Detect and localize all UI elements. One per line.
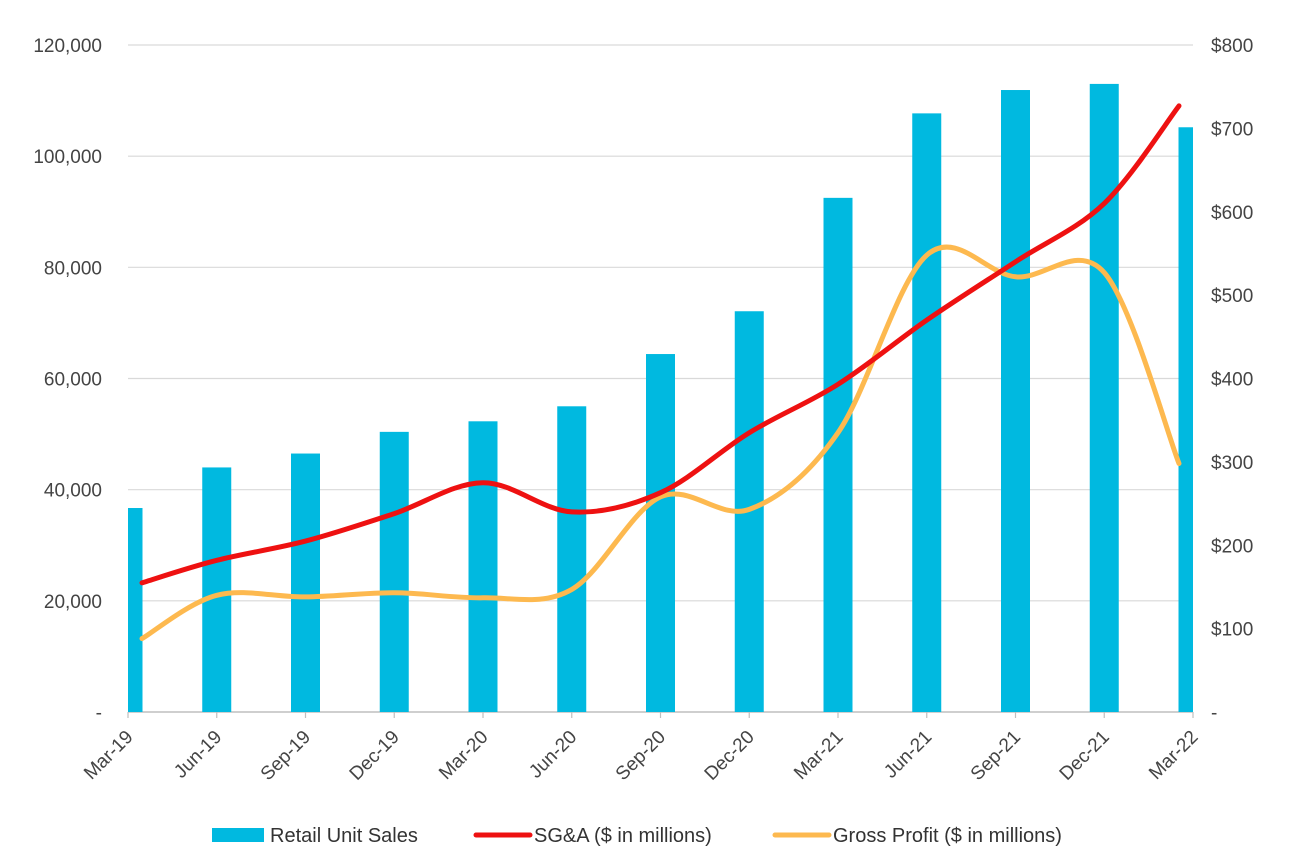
bar [823, 197, 853, 712]
right-axis-tick-label: $400 [1211, 370, 1253, 391]
x-axis-tick-label: Dec-20 [701, 727, 759, 785]
bar [912, 113, 942, 713]
left-axis-tick-label: 120,000 [33, 36, 102, 57]
right-axis-tick-label: $500 [1211, 286, 1253, 307]
x-axis-tick-label: Sep-21 [967, 727, 1025, 785]
gross-profit-line [139, 244, 1182, 642]
x-axis-tick-label: Jun-20 [525, 727, 581, 783]
x-axis-tick-label: Mar-22 [1145, 727, 1202, 784]
left-axis-tick-label: 80,000 [44, 258, 102, 279]
bar [468, 421, 498, 712]
left-axis-tick-label: 100,000 [33, 147, 102, 168]
legend: Retail Unit Sales SG&A ($ in millions) Gro… [212, 825, 1062, 847]
x-axis: Mar-19 Jun-19 Sep-19 Dec-19 Mar-20 Jun-20 Sep-… [80, 712, 1203, 785]
x-axis-tick-label: Jun-21 [880, 727, 936, 783]
left-axis-tick-label: - [96, 703, 102, 724]
x-axis-tick-label: Mar-21 [790, 727, 847, 784]
right-axis-tick-label: $600 [1211, 203, 1253, 224]
right-axis-tick-label: $800 [1211, 36, 1253, 57]
left-axis-tick-label: 60,000 [44, 370, 102, 391]
right-axis-tick-label: - [1211, 703, 1217, 724]
x-axis-tick-label: Dec-21 [1056, 727, 1114, 785]
bar [128, 508, 143, 712]
sga-line [139, 103, 1182, 586]
x-axis-tick-label: Sep-19 [257, 727, 315, 785]
bar [1001, 90, 1030, 712]
bar [1178, 127, 1193, 713]
x-axis-tick-label: Sep-20 [612, 727, 670, 785]
x-axis-tick-label: Jun-19 [170, 727, 226, 783]
retail-unit-sales-bars [128, 83, 1193, 713]
x-axis-tick-label: Mar-20 [435, 727, 492, 784]
series-lines [139, 103, 1182, 642]
x-axis-tick-label: Dec-19 [346, 727, 404, 785]
bar [557, 406, 587, 712]
right-axis-tick-label: $200 [1211, 536, 1253, 557]
legend-label: Gross Profit ($ in millions) [833, 825, 1062, 847]
bar [646, 354, 675, 712]
left-axis-tick-label: 40,000 [44, 481, 102, 502]
left-axis: - 20,000 40,000 60,000 80,000 100,000 120,000 [33, 36, 102, 724]
right-axis-tick-label: $300 [1211, 453, 1253, 474]
bar [379, 431, 409, 712]
bar [291, 453, 320, 712]
bar [1089, 83, 1119, 713]
right-axis: - $100 $200 $300 $400 $500 $600 $700 $800 [1211, 36, 1253, 724]
bar [202, 467, 232, 712]
legend-label: SG&A ($ in millions) [534, 825, 712, 847]
legend-swatch-retail-unit-sales [212, 828, 264, 842]
right-axis-tick-label: $700 [1211, 119, 1253, 140]
x-axis-tick-label: Mar-19 [80, 727, 137, 784]
left-axis-tick-label: 20,000 [44, 592, 102, 613]
right-axis-tick-label: $100 [1211, 620, 1253, 641]
legend-label: Retail Unit Sales [270, 825, 418, 847]
